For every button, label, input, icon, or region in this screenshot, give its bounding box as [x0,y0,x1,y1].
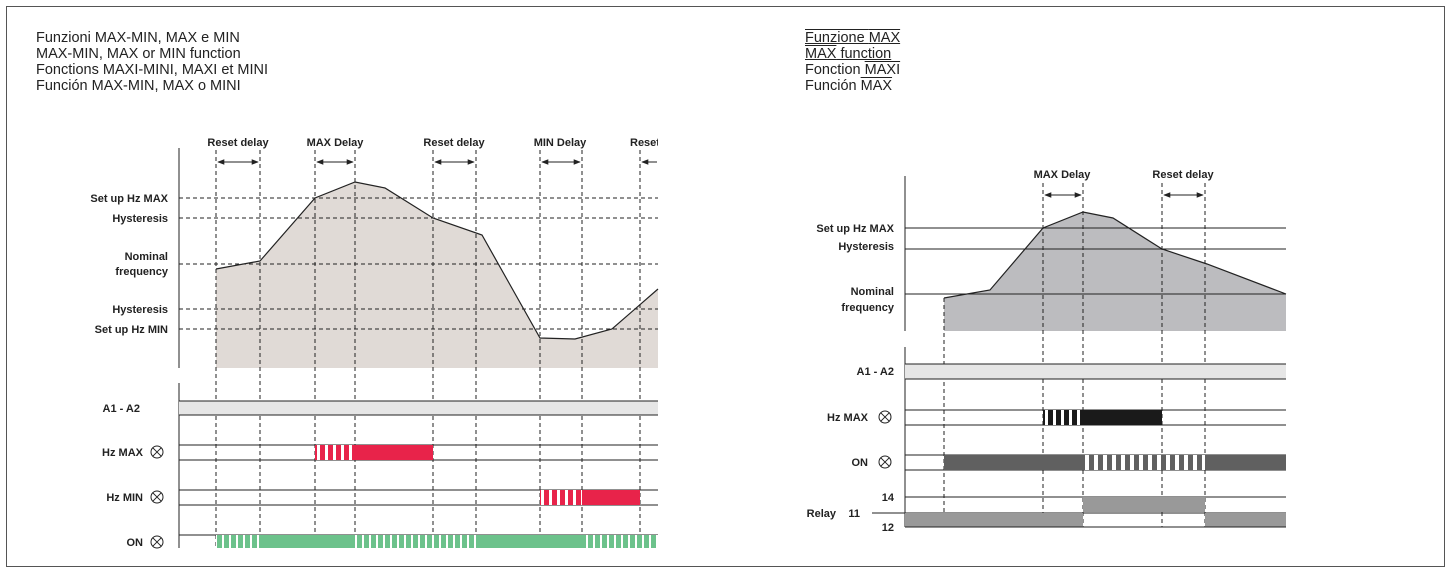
right-label-reset-delay: Reset delay [1152,169,1214,181]
left-diagram: Reset delay MAX Delay Reset delay MIN De… [90,137,660,549]
right-frequency-area [944,212,1286,331]
left-threshold-lines [179,197,658,330]
right-title-it-over: MAX [868,30,901,46]
right-label-hysteresis: Hysteresis [838,241,894,253]
right-label-pin14: 14 [882,492,895,504]
left-title-it: Funzioni MAX-MIN, MAX e MIN [36,30,240,46]
right-time-markers [943,183,1206,527]
left-label-reset-delay-2: Reset delay [423,137,485,149]
right-hzmax-lamp-icon [878,410,892,424]
left-row-hzmin [179,489,658,506]
right-threshold-lines [905,227,1286,295]
right-label-setup-hz-max: Set up Hz MAX [816,223,894,235]
right-title-fr-over: MAXI [864,62,901,78]
right-label-nominal: Nominal [851,286,894,298]
left-label-frequency: frequency [115,266,168,278]
right-frequency-line [943,211,1287,299]
left-label-hysteresis-bottom: Hysteresis [112,304,168,316]
right-label-frequency: frequency [841,302,894,314]
right-diagram: MAX Delay Reset delay Set up Hz MAX Hyst… [807,169,1287,534]
right-label-pin11: 11 [848,508,860,520]
right-label-hzmax: Hz MAX [827,412,869,424]
right-row-a1a2 [905,363,1286,380]
right-label-relay: Relay [807,508,837,520]
left-row-a1a2 [179,400,658,416]
right-title-fr-plain: Fonction [805,62,865,78]
left-label-setup-hz-min: Set up Hz MIN [95,324,168,336]
right-label-max-delay: MAX Delay [1034,169,1092,181]
left-label-reset-delay-1: Reset delay [207,137,269,149]
left-label-setup-hz-max: Set up Hz MAX [90,193,168,205]
right-title-en-over: MAX [805,46,837,62]
left-row-on [179,534,658,548]
left-hzmin-lamp-icon [150,490,164,504]
right-on-lamp-icon [878,455,892,469]
left-label-a1a2: A1 - A2 [103,403,141,415]
right-title-es: Función MAX [805,78,900,94]
left-title-block: Funzioni MAX-MIN, MAX e MIN MAX-MIN, MAX… [36,30,268,94]
left-label-hysteresis-top: Hysteresis [112,213,168,225]
left-title-es: Función MAX-MIN, MAX o MINI [36,78,241,94]
left-label-nominal: Nominal [125,251,168,263]
right-label-on: ON [852,457,869,469]
right-title-en: MAX function [805,46,900,62]
right-title-it: Funzione MAX [805,30,900,46]
left-label-hzmax: Hz MAX [102,447,144,459]
left-title-fr: Fonctions MAXI-MINI, MAXI et MINI [36,62,269,78]
right-title-fr: Fonction MAXI [805,62,900,78]
left-label-hzmin: Hz MIN [106,492,143,504]
left-title-en: MAX-MIN, MAX or MIN function [36,46,241,62]
right-label-a1a2: A1 - A2 [857,366,895,378]
left-on-lamp-icon [150,535,164,549]
right-title-es-over: MAX [860,78,893,94]
left-label-max-delay: MAX Delay [307,137,365,149]
right-title-it-plain: Funzione [805,30,869,46]
right-title-en-plain: function [836,46,892,62]
left-label-on: ON [127,537,144,549]
left-hzmax-lamp-icon [150,445,164,459]
right-row-on [905,454,1286,471]
left-label-reset-cut: Reset [630,137,660,149]
left-time-markers [215,150,641,548]
left-label-min-delay: MIN Delay [534,137,587,149]
left-row-hzmax [179,444,658,461]
right-row-hzmax [905,409,1286,426]
left-frequency-area [216,182,658,368]
right-row-relay [872,496,1286,528]
right-title-es-plain: Función [805,78,861,94]
right-title-block: Funzione MAX MAX function Fonction MAXI … [805,30,900,94]
right-label-pin12: 12 [882,522,894,534]
